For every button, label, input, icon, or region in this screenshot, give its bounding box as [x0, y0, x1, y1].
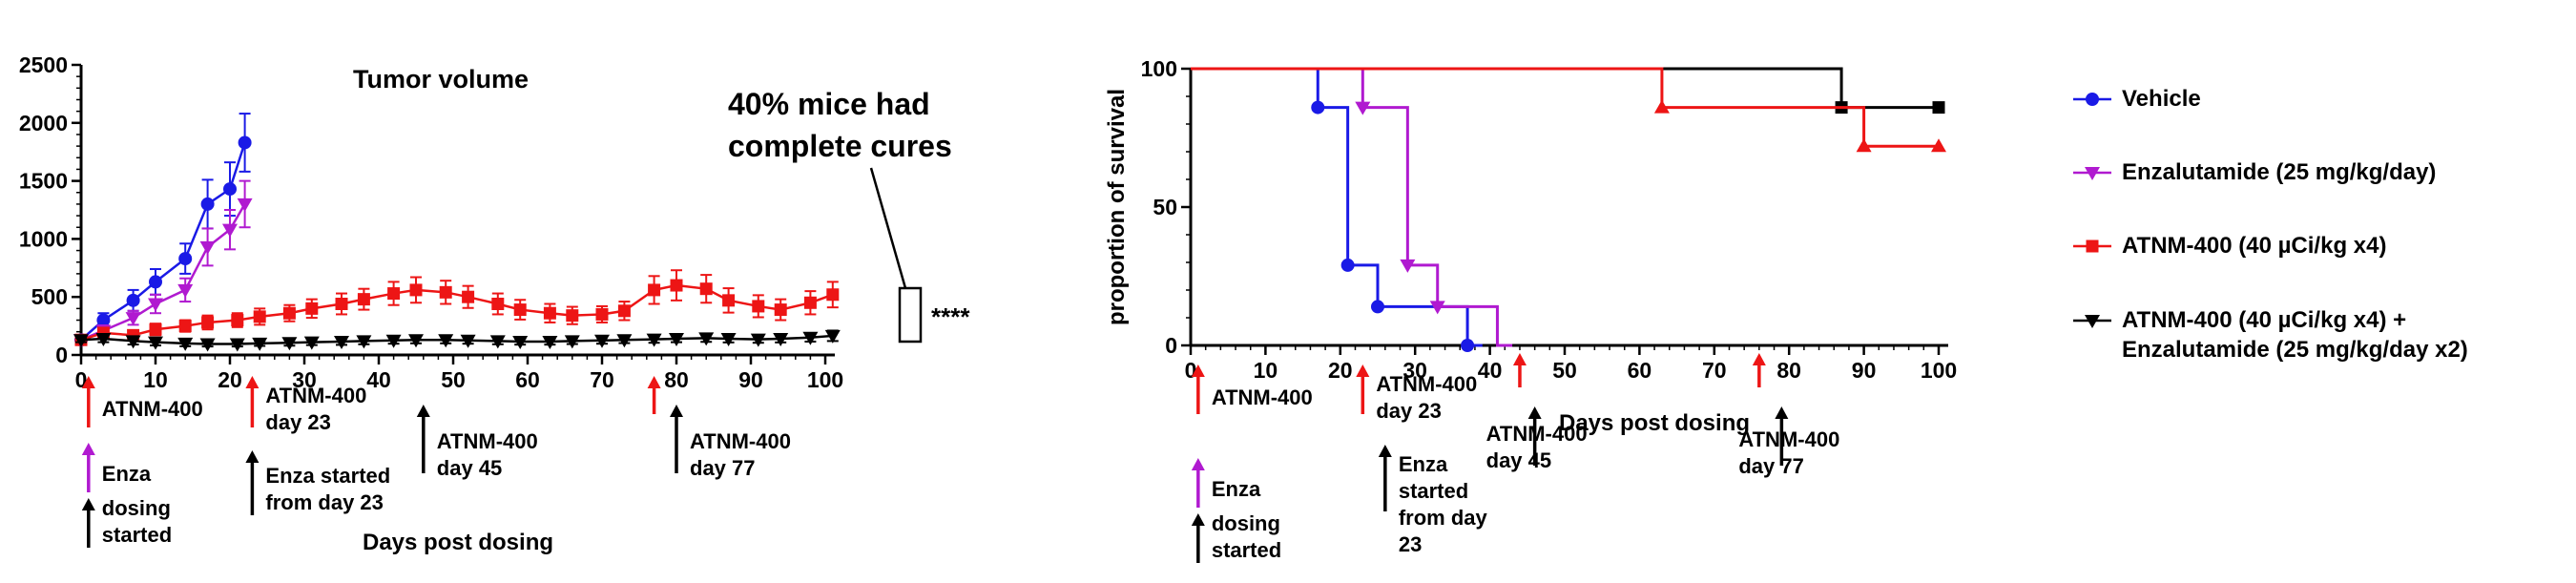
- survival-chart: 0 10 20 30 40 50 60 70 80 90 100 0 50 100 Days post do…: [1104, 56, 1957, 563]
- legend-label-atnm400: ATNM-400 (40 µCi/kg x4): [2122, 233, 2387, 260]
- legend-item-enzalutamide: Enzalutamide (25 mg/kg/day): [2070, 157, 2468, 187]
- svg-text:80: 80: [664, 367, 689, 392]
- svg-text:20: 20: [1328, 358, 1353, 383]
- legend-item-combo: ATNM-400 (40 µCi/kg x4) + Enzalutamide (…: [2070, 305, 2468, 364]
- svg-text:day 45: day 45: [1486, 448, 1552, 472]
- svg-text:50: 50: [1552, 358, 1577, 383]
- svg-text:ATNM-400: ATNM-400: [437, 429, 538, 453]
- svg-text:40% mice had: 40% mice had: [728, 87, 930, 121]
- svg-text:****: ****: [931, 302, 970, 331]
- svg-text:ATNM-400: ATNM-400: [1738, 427, 1839, 451]
- legend-item-atnm400: ATNM-400 (40 µCi/kg x4): [2070, 231, 2468, 260]
- tumor-chart: 0 10 20 30 40 50 60 70 80 90 100050010001500200025…: [19, 52, 971, 555]
- svg-text:day 23: day 23: [1376, 399, 1442, 423]
- svg-text:500: 500: [31, 284, 68, 309]
- series-atnm400: [1191, 67, 1946, 153]
- series-atnm400: [74, 269, 840, 346]
- svg-text:dosing: dosing: [102, 496, 171, 520]
- svg-text:90: 90: [1852, 358, 1877, 383]
- svg-text:2000: 2000: [19, 111, 68, 135]
- svg-text:70: 70: [590, 367, 614, 392]
- svg-text:dosing: dosing: [1212, 511, 1280, 535]
- svg-text:90: 90: [738, 367, 763, 392]
- svg-text:50: 50: [441, 367, 466, 392]
- svg-text:40: 40: [1478, 358, 1503, 383]
- legend: Vehicle Enzalutamide (25 mg/kg/day) ATNM…: [2070, 84, 2468, 364]
- svg-text:Enza started: Enza started: [265, 464, 390, 488]
- svg-text:10: 10: [143, 367, 168, 392]
- svg-text:from day 23: from day 23: [265, 490, 384, 514]
- combo-marker-icon: [2073, 314, 2111, 328]
- dose-annotations: ATNM-400 Enza dosing started ATNM-400 day 23 E…: [81, 376, 791, 548]
- svg-text:day 77: day 77: [1738, 454, 1804, 478]
- dose-annotations: ATNM-400 Enza dosing started ATNM-400 day 23 E…: [1191, 353, 1839, 563]
- svg-text:70: 70: [1702, 358, 1727, 383]
- svg-text:Enza: Enza: [1212, 477, 1261, 501]
- x-axis: 0 10 20 30 40 50 60 70 80 90 100: [1185, 345, 1957, 383]
- legend-label-enzalutamide: Enzalutamide (25 mg/kg/day): [2122, 159, 2437, 186]
- svg-text:ATNM-400: ATNM-400: [265, 384, 366, 407]
- svg-text:day 77: day 77: [690, 456, 756, 480]
- svg-text:10: 10: [1254, 358, 1278, 383]
- svg-text:day 45: day 45: [437, 456, 503, 480]
- svg-text:80: 80: [1776, 358, 1801, 383]
- svg-text:0: 0: [1185, 358, 1197, 383]
- series-vehicle: [1191, 67, 1483, 352]
- svg-text:Enza: Enza: [1399, 452, 1448, 476]
- svg-text:from day: from day: [1399, 506, 1488, 530]
- svg-text:0: 0: [55, 343, 68, 367]
- x-axis: 0 10 20 30 40 50 60 70 80 90 100: [75, 355, 843, 392]
- svg-text:0: 0: [1165, 333, 1177, 358]
- svg-text:23: 23: [1399, 532, 1422, 556]
- svg-text:1500: 1500: [19, 169, 68, 194]
- svg-text:Days post dosing: Days post dosing: [1559, 410, 1750, 436]
- legend-label-combo: ATNM-400 (40 µCi/kg x4) + Enzalutamide (…: [2122, 306, 2468, 363]
- svg-text:100: 100: [1921, 358, 1957, 383]
- svg-text:30: 30: [292, 367, 317, 392]
- svg-text:ATNM-400: ATNM-400: [1376, 372, 1477, 396]
- y-axis: 0 50 100: [1141, 56, 1191, 358]
- svg-text:0: 0: [75, 367, 88, 392]
- svg-text:40: 40: [366, 367, 391, 392]
- legend-label-vehicle: Vehicle: [2122, 86, 2201, 112]
- series-enzalutamide: [1191, 67, 1513, 347]
- svg-text:complete cures: complete cures: [728, 129, 952, 163]
- series-vehicle: [74, 113, 252, 347]
- svg-text:2500: 2500: [19, 52, 68, 77]
- svg-text:day 23: day 23: [265, 410, 331, 434]
- svg-text:started: started: [102, 523, 172, 547]
- svg-text:started: started: [1212, 538, 1281, 562]
- vehicle-marker-icon: [2073, 93, 2111, 106]
- svg-text:100: 100: [1141, 56, 1177, 81]
- svg-text:ATNM-400: ATNM-400: [1486, 422, 1588, 446]
- atnm400-marker-icon: [2073, 239, 2111, 253]
- svg-text:Days post dosing: Days post dosing: [363, 530, 553, 555]
- cure-callout: 40% mice had complete cures ****: [728, 87, 970, 344]
- svg-text:1000: 1000: [19, 226, 68, 251]
- svg-text:60: 60: [1628, 358, 1652, 383]
- svg-text:Tumor volume: Tumor volume: [353, 65, 529, 94]
- legend-item-vehicle: Vehicle: [2070, 84, 2468, 114]
- y-axis: 0 500 1000 1500 2000 2500: [19, 52, 81, 367]
- svg-text:100: 100: [807, 367, 843, 392]
- svg-text:ATNM-400: ATNM-400: [690, 429, 791, 453]
- svg-text:proportion of survival: proportion of survival: [1104, 89, 1130, 325]
- svg-text:started: started: [1399, 479, 1468, 503]
- svg-text:50: 50: [1153, 195, 1177, 219]
- svg-text:30: 30: [1402, 358, 1427, 383]
- enzalutamide-marker-icon: [2073, 167, 2111, 181]
- svg-text:ATNM-400: ATNM-400: [1212, 385, 1313, 409]
- svg-text:20: 20: [218, 367, 242, 392]
- svg-text:ATNM-400: ATNM-400: [102, 397, 203, 421]
- svg-text:60: 60: [515, 367, 540, 392]
- series-combo: [73, 329, 841, 352]
- svg-text:Enza: Enza: [102, 462, 152, 486]
